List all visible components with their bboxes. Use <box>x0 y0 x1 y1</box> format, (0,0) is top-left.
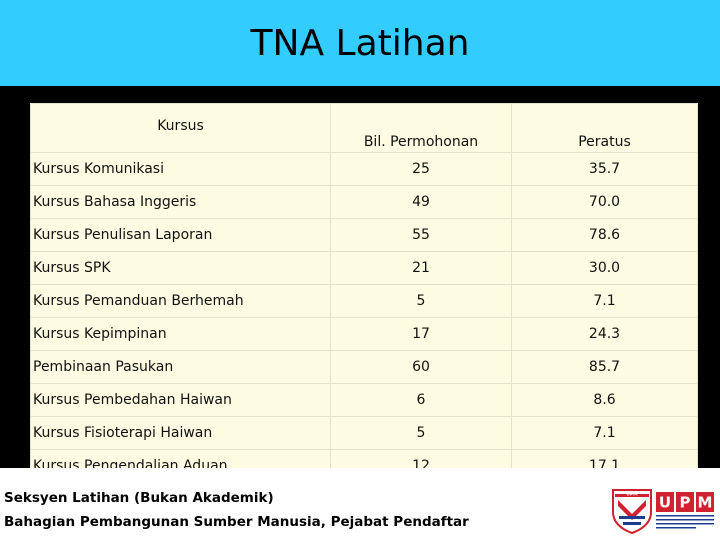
cell-bil: 60 <box>330 350 512 384</box>
header-bil-permohonan: Bil. Permohonan <box>330 103 512 153</box>
tna-table: Kursus Bil. Permohonan Peratus Kursus Ko… <box>30 103 698 483</box>
table-row: Kursus Kepimpinan 17 24.3 <box>30 317 698 351</box>
cell-bil: 5 <box>330 284 512 318</box>
cell-kursus: Kursus Kepimpinan <box>30 317 331 351</box>
cell-kursus: Kursus SPK <box>30 251 331 285</box>
table-row: Kursus Penulisan Laporan 55 78.6 <box>30 218 698 252</box>
table-row: Kursus Bahasa Inggeris 49 70.0 <box>30 185 698 219</box>
table-row: Kursus SPK 21 30.0 <box>30 251 698 285</box>
footer-bar: Seksyen Latihan (Bukan Akademik) Bahagia… <box>0 468 720 540</box>
cell-bil: 5 <box>330 416 512 450</box>
upm-wordmark: U P M <box>656 492 714 529</box>
cell-kursus: Kursus Pembedahan Haiwan <box>30 383 331 417</box>
cell-bil: 6 <box>330 383 512 417</box>
cell-peratus: 8.6 <box>511 383 698 417</box>
tna-table-container: Kursus Bil. Permohonan Peratus Kursus Ko… <box>30 103 698 483</box>
svg-text:UPM: UPM <box>626 492 638 498</box>
cell-bil: 21 <box>330 251 512 285</box>
svg-text:P: P <box>680 494 691 512</box>
header-peratus: Peratus <box>511 103 698 153</box>
cell-peratus: 78.6 <box>511 218 698 252</box>
cell-kursus: Kursus Pemanduan Berhemah <box>30 284 331 318</box>
cell-peratus: 7.1 <box>511 416 698 450</box>
cell-kursus: Kursus Fisioterapi Haiwan <box>30 416 331 450</box>
cell-kursus: Kursus Penulisan Laporan <box>30 218 331 252</box>
cell-bil: 17 <box>330 317 512 351</box>
footer-department-name: Bahagian Pembangunan Sumber Manusia, Pej… <box>4 514 469 530</box>
header-kursus: Kursus <box>30 103 331 153</box>
cell-peratus: 7.1 <box>511 284 698 318</box>
upm-logo: UPM U P M <box>612 489 714 534</box>
cell-kursus: Kursus Bahasa Inggeris <box>30 185 331 219</box>
cell-peratus: 85.7 <box>511 350 698 384</box>
cell-peratus: 35.7 <box>511 152 698 186</box>
footer-section-name: Seksyen Latihan (Bukan Akademik) <box>4 490 274 506</box>
svg-text:M: M <box>698 494 713 512</box>
table-row: Kursus Fisioterapi Haiwan 5 7.1 <box>30 416 698 450</box>
table-header-row: Kursus Bil. Permohonan Peratus <box>30 103 698 153</box>
slide-title: TNA Latihan <box>250 23 470 64</box>
table-row: Pembinaan Pasukan 60 85.7 <box>30 350 698 384</box>
cell-peratus: 30.0 <box>511 251 698 285</box>
svg-text:U: U <box>659 494 671 512</box>
table-row: Kursus Komunikasi 25 35.7 <box>30 152 698 186</box>
cell-bil: 55 <box>330 218 512 252</box>
cell-bil: 25 <box>330 152 512 186</box>
table-row: Kursus Pemanduan Berhemah 5 7.1 <box>30 284 698 318</box>
title-banner: TNA Latihan <box>0 0 720 86</box>
cell-kursus: Pembinaan Pasukan <box>30 350 331 384</box>
cell-peratus: 24.3 <box>511 317 698 351</box>
cell-bil: 49 <box>330 185 512 219</box>
cell-peratus: 70.0 <box>511 185 698 219</box>
upm-emblem-icon: UPM <box>612 489 652 534</box>
cell-kursus: Kursus Komunikasi <box>30 152 331 186</box>
table-row: Kursus Pembedahan Haiwan 6 8.6 <box>30 383 698 417</box>
